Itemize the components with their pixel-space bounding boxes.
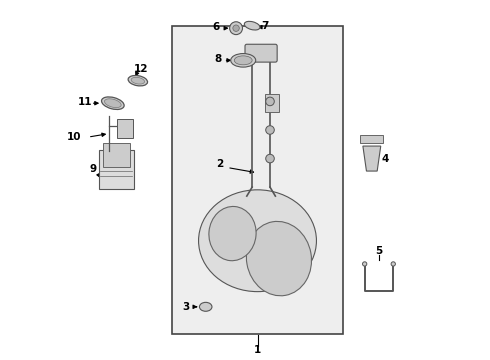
FancyBboxPatch shape — [265, 94, 279, 112]
Text: 10: 10 — [67, 132, 81, 142]
Text: 9: 9 — [90, 164, 97, 174]
Circle shape — [363, 262, 367, 266]
Text: 12: 12 — [134, 64, 148, 73]
Circle shape — [233, 25, 239, 31]
Circle shape — [391, 262, 395, 266]
Text: 3: 3 — [182, 302, 190, 312]
Ellipse shape — [199, 302, 212, 311]
FancyBboxPatch shape — [103, 143, 130, 167]
Text: 1: 1 — [254, 345, 261, 355]
Text: 7: 7 — [262, 21, 269, 31]
Circle shape — [266, 126, 274, 134]
Polygon shape — [363, 146, 381, 171]
FancyBboxPatch shape — [118, 118, 133, 138]
Ellipse shape — [104, 99, 121, 108]
Ellipse shape — [231, 54, 256, 67]
Text: 6: 6 — [212, 22, 220, 32]
Ellipse shape — [101, 97, 124, 109]
Ellipse shape — [209, 206, 256, 261]
Ellipse shape — [198, 190, 317, 292]
Text: 5: 5 — [375, 247, 383, 256]
FancyBboxPatch shape — [360, 135, 383, 143]
Ellipse shape — [246, 221, 312, 296]
Text: 8: 8 — [215, 54, 222, 64]
Text: 2: 2 — [217, 159, 223, 169]
Ellipse shape — [128, 76, 147, 86]
FancyBboxPatch shape — [98, 150, 134, 189]
Ellipse shape — [234, 56, 252, 65]
Ellipse shape — [245, 21, 260, 30]
FancyBboxPatch shape — [245, 44, 277, 62]
Text: 4: 4 — [382, 154, 389, 163]
Text: 11: 11 — [78, 98, 92, 108]
FancyBboxPatch shape — [172, 26, 343, 334]
Circle shape — [266, 154, 274, 163]
Circle shape — [230, 22, 243, 35]
Circle shape — [266, 97, 274, 106]
Ellipse shape — [131, 77, 145, 84]
